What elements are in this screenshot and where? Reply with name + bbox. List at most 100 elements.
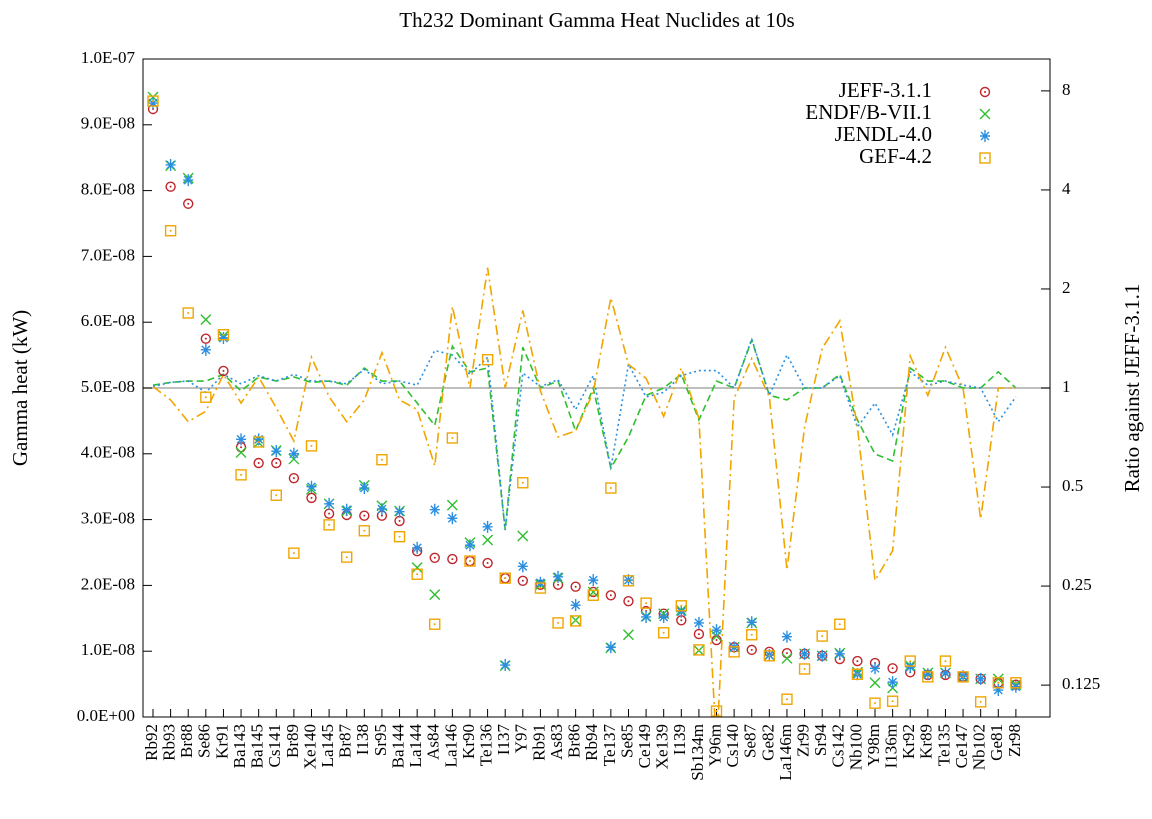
- marker-part: [869, 677, 881, 689]
- legend-label: JENDL-4.0: [835, 122, 932, 146]
- marker: [482, 520, 493, 533]
- marker-part: [236, 433, 247, 446]
- x-tick-label: Te137: [600, 724, 619, 767]
- x-tick-label: Br88: [177, 724, 196, 758]
- marker-part: [447, 512, 458, 525]
- marker: [904, 655, 916, 667]
- x-tick-label: La146: [441, 724, 460, 767]
- marker: [429, 552, 440, 563]
- marker-part: [164, 225, 177, 237]
- marker-part: [187, 311, 190, 314]
- marker-part: [657, 627, 670, 639]
- marker-part: [148, 97, 158, 110]
- marker-part: [147, 95, 159, 107]
- marker: [675, 600, 687, 612]
- marker: [148, 97, 158, 110]
- marker: [499, 572, 511, 584]
- marker-part: [856, 673, 859, 676]
- marker: [500, 659, 511, 672]
- marker-part: [587, 589, 599, 601]
- marker: [552, 617, 564, 629]
- marker: [447, 512, 458, 525]
- marker-part: [275, 462, 278, 465]
- marker-part: [940, 666, 951, 679]
- marker: [852, 655, 863, 667]
- marker-part: [363, 529, 366, 532]
- marker: [218, 365, 229, 377]
- marker: [851, 668, 864, 680]
- marker-part: [305, 440, 318, 452]
- marker: [306, 480, 317, 493]
- marker-part: [412, 541, 423, 554]
- marker-part: [622, 629, 634, 641]
- marker-part: [481, 354, 494, 366]
- marker-part: [341, 503, 352, 516]
- marker-part: [451, 437, 454, 440]
- marker-part: [376, 454, 388, 466]
- marker: [517, 530, 529, 542]
- marker-part: [359, 482, 370, 495]
- marker-part: [482, 557, 493, 569]
- marker: [183, 174, 194, 187]
- x-tick-label: Y97: [512, 724, 531, 754]
- marker-part: [182, 307, 194, 319]
- y2-tick-label: 0.125: [1062, 674, 1100, 693]
- marker: [781, 647, 793, 659]
- marker: [939, 655, 952, 667]
- marker-part: [570, 599, 581, 612]
- marker-part: [416, 573, 419, 576]
- marker: [641, 610, 652, 623]
- marker-part: [270, 489, 282, 501]
- x-tick-label: Cs140: [723, 724, 742, 767]
- marker-part: [627, 579, 630, 582]
- x-tick-label: Rb92: [142, 724, 161, 761]
- marker: [359, 510, 370, 521]
- marker-part: [645, 602, 648, 605]
- marker-part: [446, 499, 458, 511]
- marker: [905, 660, 916, 673]
- marker-part: [482, 534, 494, 546]
- x-tick-label: I137: [494, 724, 513, 756]
- marker-part: [222, 333, 225, 336]
- marker-part: [605, 590, 617, 601]
- marker: [393, 531, 406, 543]
- marker-part: [359, 510, 370, 521]
- marker: [394, 515, 405, 527]
- marker-part: [997, 681, 1000, 684]
- marker-part: [1010, 677, 1022, 689]
- x-tick-label: Br89: [283, 724, 302, 758]
- y-tick-label: 8.0E-08: [81, 180, 135, 199]
- marker-part: [165, 181, 176, 192]
- marker: [781, 693, 793, 705]
- marker: [657, 627, 670, 639]
- marker: [553, 570, 564, 583]
- marker-part: [429, 552, 440, 563]
- marker: [605, 482, 617, 494]
- marker: [447, 553, 458, 565]
- x-tick-label: La145: [318, 724, 337, 767]
- chart-title: Th232 Dominant Gamma Heat Nuclides at 10…: [399, 8, 794, 32]
- marker: [359, 482, 370, 495]
- marker: [992, 677, 1004, 689]
- marker: [182, 307, 194, 319]
- marker-part: [398, 519, 401, 522]
- ratio-line: [152, 337, 1017, 531]
- marker-part: [640, 597, 652, 609]
- marker-part: [345, 556, 348, 559]
- marker: [746, 629, 758, 641]
- marker-part: [394, 505, 405, 518]
- marker-part: [569, 615, 582, 627]
- marker-part: [557, 583, 560, 586]
- ratio-line: [152, 267, 1016, 717]
- marker: [324, 497, 335, 510]
- marker-part: [292, 552, 295, 555]
- marker: [711, 624, 722, 637]
- ratio-line: [152, 336, 1017, 531]
- marker-part: [750, 648, 753, 651]
- marker-part: [433, 556, 436, 559]
- marker-part: [852, 655, 863, 667]
- marker: [165, 158, 176, 171]
- y-tick-label: 0.0E+00: [77, 706, 135, 725]
- marker-part: [288, 547, 300, 559]
- marker-part: [257, 462, 260, 465]
